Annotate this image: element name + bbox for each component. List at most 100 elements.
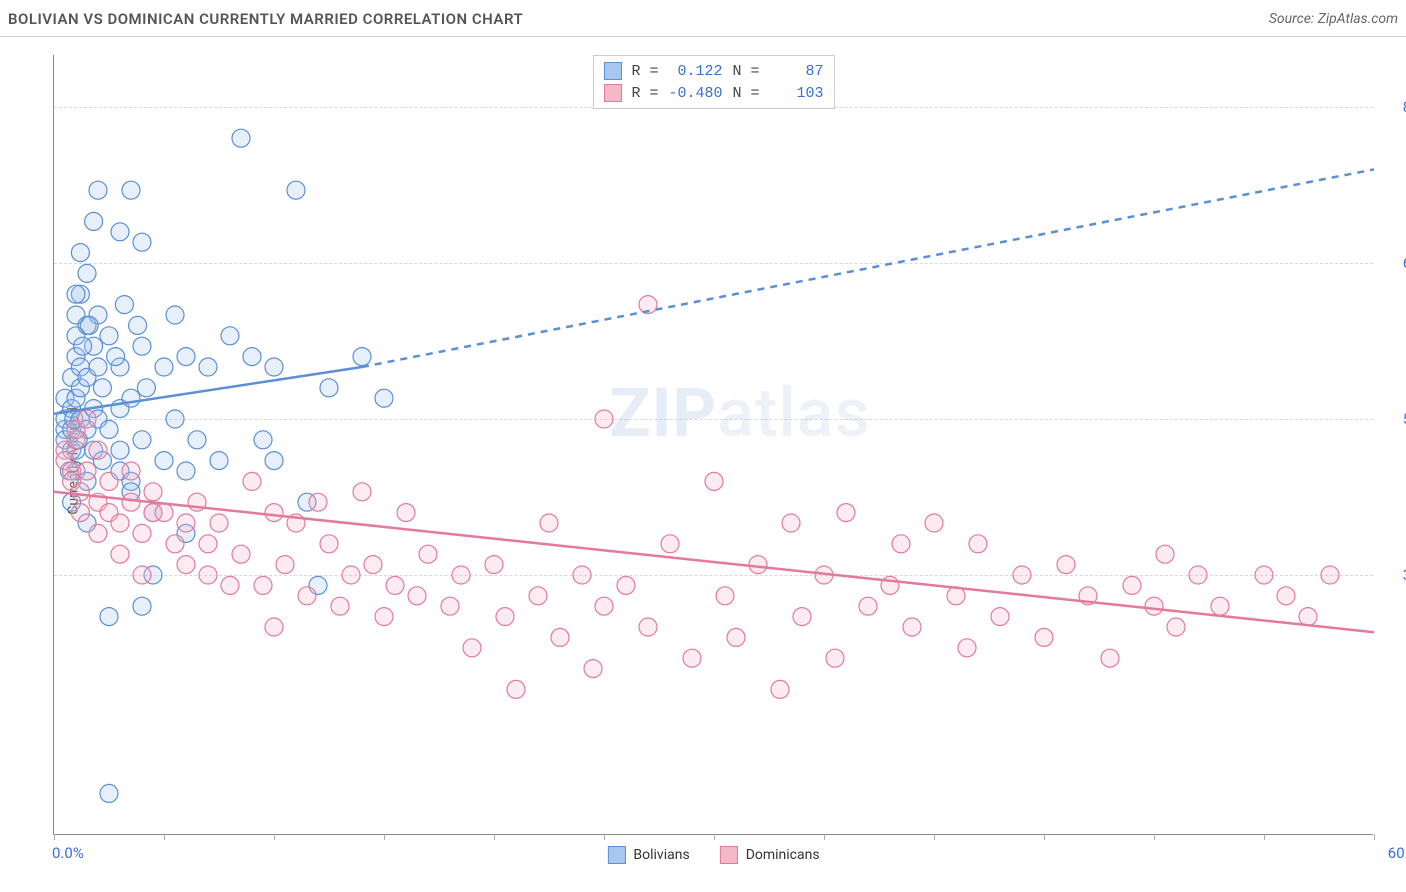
swatch-bolivians [603, 62, 621, 80]
data-point-dominicans [617, 576, 635, 594]
data-point-dominicans [441, 597, 459, 615]
data-point-bolivians [210, 452, 228, 470]
data-point-dominicans [1013, 566, 1031, 584]
data-point-dominicans [496, 608, 514, 626]
data-point-dominicans [705, 472, 723, 490]
data-point-dominicans [331, 597, 349, 615]
data-point-dominicans [837, 504, 855, 522]
x-tick [494, 834, 495, 840]
data-point-dominicans [958, 639, 976, 657]
data-point-dominicans [991, 608, 1009, 626]
data-point-dominicans [309, 493, 327, 511]
data-point-dominicans [551, 628, 569, 646]
data-point-dominicans [265, 618, 283, 636]
data-point-dominicans [782, 514, 800, 532]
data-point-dominicans [71, 504, 89, 522]
data-point-dominicans [529, 587, 547, 605]
data-point-dominicans [265, 504, 283, 522]
data-point-dominicans [210, 514, 228, 532]
data-point-dominicans [892, 535, 910, 553]
data-point-dominicans [1057, 556, 1075, 574]
data-point-bolivians [243, 348, 261, 366]
swatch-bolivians-bottom [607, 846, 625, 864]
data-point-bolivians [133, 597, 151, 615]
data-point-dominicans [78, 410, 96, 428]
data-point-bolivians [74, 337, 92, 355]
data-point-dominicans [89, 524, 107, 542]
data-point-bolivians [115, 296, 133, 314]
data-point-dominicans [584, 660, 602, 678]
data-point-dominicans [595, 410, 613, 428]
swatch-dominicans [603, 84, 621, 102]
data-point-dominicans [1255, 566, 1273, 584]
data-point-bolivians [166, 306, 184, 324]
data-point-bolivians [199, 358, 217, 376]
data-point-dominicans [375, 608, 393, 626]
x-tick [1264, 834, 1265, 840]
data-point-bolivians [166, 410, 184, 428]
x-tick [604, 834, 605, 840]
data-point-bolivians [265, 358, 283, 376]
y-tick-label: 50.0% [1383, 410, 1406, 428]
r-label: R = [631, 63, 658, 80]
x-tick-left: 0.0% [52, 844, 84, 862]
data-point-dominicans [89, 441, 107, 459]
data-point-dominicans [540, 514, 558, 532]
x-tick [54, 834, 55, 840]
data-point-bolivians [155, 452, 173, 470]
data-point-dominicans [111, 545, 129, 563]
data-point-dominicans [595, 597, 613, 615]
data-point-dominicans [749, 556, 767, 574]
data-point-bolivians [67, 285, 85, 303]
legend-row-dominicans: R = -0.480 N = 103 [603, 82, 823, 104]
data-point-bolivians [188, 431, 206, 449]
data-point-dominicans [573, 566, 591, 584]
x-tick [274, 834, 275, 840]
data-point-bolivians [111, 441, 129, 459]
data-point-dominicans [1123, 576, 1141, 594]
data-point-bolivians [265, 452, 283, 470]
data-point-dominicans [111, 514, 129, 532]
data-point-bolivians [155, 358, 173, 376]
data-point-dominicans [1321, 566, 1339, 584]
data-point-bolivians [133, 431, 151, 449]
data-point-dominicans [177, 556, 195, 574]
data-point-dominicans [419, 545, 437, 563]
data-point-bolivians [89, 181, 107, 199]
data-point-bolivians [85, 212, 103, 230]
data-point-dominicans [727, 628, 745, 646]
x-tick [384, 834, 385, 840]
data-point-bolivians [100, 784, 118, 802]
data-point-bolivians [111, 223, 129, 241]
series-legend: Bolivians Dominicans [607, 846, 819, 864]
data-point-dominicans [903, 618, 921, 636]
x-tick [1044, 834, 1045, 840]
data-point-dominicans [485, 556, 503, 574]
data-point-dominicans [232, 545, 250, 563]
data-point-bolivians [100, 327, 118, 345]
chart-header: BOLIVIAN VS DOMINICAN CURRENTLY MARRIED … [0, 0, 1406, 37]
data-point-dominicans [408, 587, 426, 605]
data-point-dominicans [1035, 628, 1053, 646]
data-point-bolivians [375, 389, 393, 407]
data-point-dominicans [1299, 608, 1317, 626]
data-point-bolivians [254, 431, 272, 449]
data-point-bolivians [100, 608, 118, 626]
x-tick [1154, 834, 1155, 840]
data-point-dominicans [1156, 545, 1174, 563]
data-point-dominicans [166, 535, 184, 553]
data-point-dominicans [78, 462, 96, 480]
data-point-dominicans [507, 680, 525, 698]
data-point-dominicans [771, 680, 789, 698]
data-point-dominicans [1145, 597, 1163, 615]
plot-area: ZIPatlas R = 0.122 N = 87 R = -0.480 N =… [53, 55, 1373, 835]
data-point-dominicans [155, 504, 173, 522]
data-point-bolivians [353, 348, 371, 366]
data-point-dominicans [793, 608, 811, 626]
x-tick-right: 60.0% [1388, 844, 1406, 862]
data-point-dominicans [122, 462, 140, 480]
data-point-bolivians [129, 316, 147, 334]
legend-label-bolivians: Bolivians [633, 847, 689, 863]
data-point-dominicans [133, 524, 151, 542]
data-point-bolivians [137, 379, 155, 397]
